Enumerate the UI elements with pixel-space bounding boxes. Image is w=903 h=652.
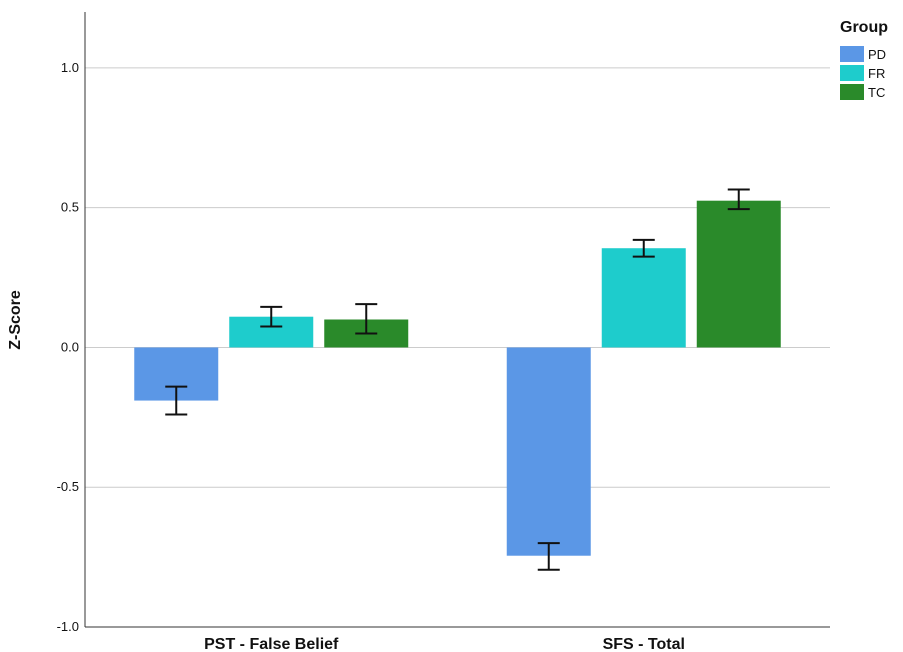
y-tick-label: 0.5 [61,200,79,215]
y-axis-label: Z-Score [7,290,24,350]
legend-label-tc: TC [868,85,885,100]
legend: Group PD FR TC [840,19,888,100]
legend-title: Group [840,19,888,36]
error-bars [165,188,750,571]
axes [84,12,830,628]
y-tick-label: 1.0 [61,60,79,75]
error-bar-pd-2 [537,542,560,571]
bar-pd-2 [506,347,591,556]
legend-swatch-fr [840,65,864,81]
category-labels: PST - False Belief SFS - Total [204,636,685,652]
error-bar-tc-2 [727,188,750,211]
y-tick-labels: 1.0 0.5 0.0 -0.5 -1.0 [57,60,79,634]
legend-swatch-tc [840,84,864,100]
legend-label-pd: PD [868,47,886,62]
legend-items: PD FR TC [840,46,886,100]
x-category-label: SFS - Total [603,636,685,652]
legend-label-fr: FR [868,66,885,81]
error-bar-tc-1 [355,303,378,335]
y-tick-label: -0.5 [57,479,79,494]
legend-swatch-pd [840,46,864,62]
y-tick-label: -1.0 [57,619,79,634]
error-bar-pd-1 [165,385,188,416]
bar-tc-2 [696,200,781,348]
error-bar-fr-2 [632,238,655,258]
y-tick-label: 0.0 [61,339,79,354]
bars [134,200,781,556]
error-bar-fr-1 [260,305,283,328]
bar-fr-2 [601,248,686,348]
x-category-label: PST - False Belief [204,636,339,652]
